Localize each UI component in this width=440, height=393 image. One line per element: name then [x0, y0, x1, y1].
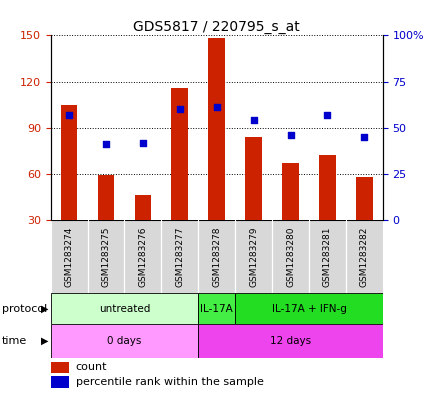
Point — [66, 112, 73, 118]
Point — [287, 132, 294, 138]
Bar — [356, 177, 373, 220]
Bar — [319, 156, 336, 220]
Bar — [198, 324, 383, 358]
Bar — [282, 163, 299, 220]
Text: protocol: protocol — [2, 303, 48, 314]
Text: GSM1283282: GSM1283282 — [360, 226, 369, 286]
Point — [250, 117, 257, 123]
Text: 12 days: 12 days — [270, 336, 311, 346]
Bar — [51, 362, 69, 373]
Point — [139, 140, 147, 146]
Bar — [88, 220, 125, 293]
Text: GSM1283280: GSM1283280 — [286, 226, 295, 286]
Text: ▶: ▶ — [41, 336, 48, 346]
Bar — [61, 105, 77, 220]
Point — [213, 104, 220, 110]
Text: GSM1283278: GSM1283278 — [212, 226, 221, 286]
Bar — [272, 220, 309, 293]
Text: percentile rank within the sample: percentile rank within the sample — [76, 377, 264, 387]
Bar — [51, 324, 198, 358]
Text: untreated: untreated — [99, 303, 150, 314]
Bar — [346, 220, 383, 293]
Text: GSM1283274: GSM1283274 — [65, 226, 73, 286]
Point — [103, 141, 110, 147]
Text: GSM1283277: GSM1283277 — [175, 226, 184, 286]
Bar — [198, 293, 235, 324]
Text: time: time — [2, 336, 27, 346]
Bar — [51, 376, 69, 387]
Point — [176, 106, 183, 112]
Text: ▶: ▶ — [41, 303, 48, 314]
Bar — [309, 220, 346, 293]
Text: 0 days: 0 days — [107, 336, 142, 346]
Text: GSM1283279: GSM1283279 — [249, 226, 258, 286]
Text: count: count — [76, 362, 107, 372]
Point — [324, 112, 331, 118]
Title: GDS5817 / 220795_s_at: GDS5817 / 220795_s_at — [133, 20, 300, 34]
Text: IL-17A + IFN-g: IL-17A + IFN-g — [271, 303, 346, 314]
Bar — [135, 195, 151, 220]
Text: GSM1283275: GSM1283275 — [102, 226, 110, 286]
Bar — [125, 220, 161, 293]
Point — [361, 134, 368, 140]
Bar — [51, 220, 88, 293]
Bar — [235, 293, 383, 324]
Text: IL-17A: IL-17A — [200, 303, 233, 314]
Bar — [198, 220, 235, 293]
Text: GSM1283281: GSM1283281 — [323, 226, 332, 286]
Bar — [161, 220, 198, 293]
Text: GSM1283276: GSM1283276 — [138, 226, 147, 286]
Bar — [209, 39, 225, 220]
Bar — [51, 293, 198, 324]
Bar — [98, 175, 114, 220]
Bar — [246, 137, 262, 220]
Bar — [172, 88, 188, 220]
Bar — [235, 220, 272, 293]
